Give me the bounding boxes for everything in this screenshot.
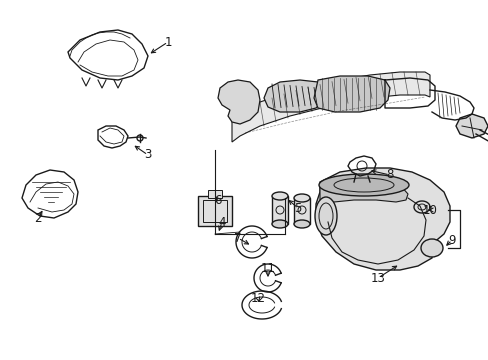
Text: 9: 9 <box>447 234 455 247</box>
Polygon shape <box>264 80 325 112</box>
Polygon shape <box>455 114 487 138</box>
Ellipse shape <box>293 194 309 202</box>
Text: 3: 3 <box>144 148 151 162</box>
FancyBboxPatch shape <box>198 196 231 226</box>
Ellipse shape <box>293 220 309 228</box>
Text: 6: 6 <box>214 194 221 207</box>
Polygon shape <box>313 76 389 112</box>
Polygon shape <box>319 175 407 202</box>
Bar <box>207 190 222 198</box>
Text: 2: 2 <box>34 211 41 225</box>
Bar <box>293 198 309 224</box>
Text: 12: 12 <box>250 292 265 305</box>
Ellipse shape <box>271 220 287 228</box>
Text: 8: 8 <box>386 168 393 181</box>
Ellipse shape <box>420 239 442 257</box>
Ellipse shape <box>314 197 336 235</box>
Text: 4: 4 <box>218 216 225 229</box>
Text: 1: 1 <box>164 36 171 49</box>
Text: 7: 7 <box>234 231 241 244</box>
Text: 13: 13 <box>370 271 385 284</box>
Polygon shape <box>218 80 260 124</box>
Polygon shape <box>231 72 429 142</box>
Text: 5: 5 <box>294 202 301 215</box>
Bar <box>271 196 287 224</box>
Bar <box>203 200 226 222</box>
Ellipse shape <box>271 192 287 200</box>
Polygon shape <box>315 168 449 270</box>
Text: 11: 11 <box>260 261 275 274</box>
Text: 10: 10 <box>422 203 437 216</box>
Ellipse shape <box>318 174 408 196</box>
